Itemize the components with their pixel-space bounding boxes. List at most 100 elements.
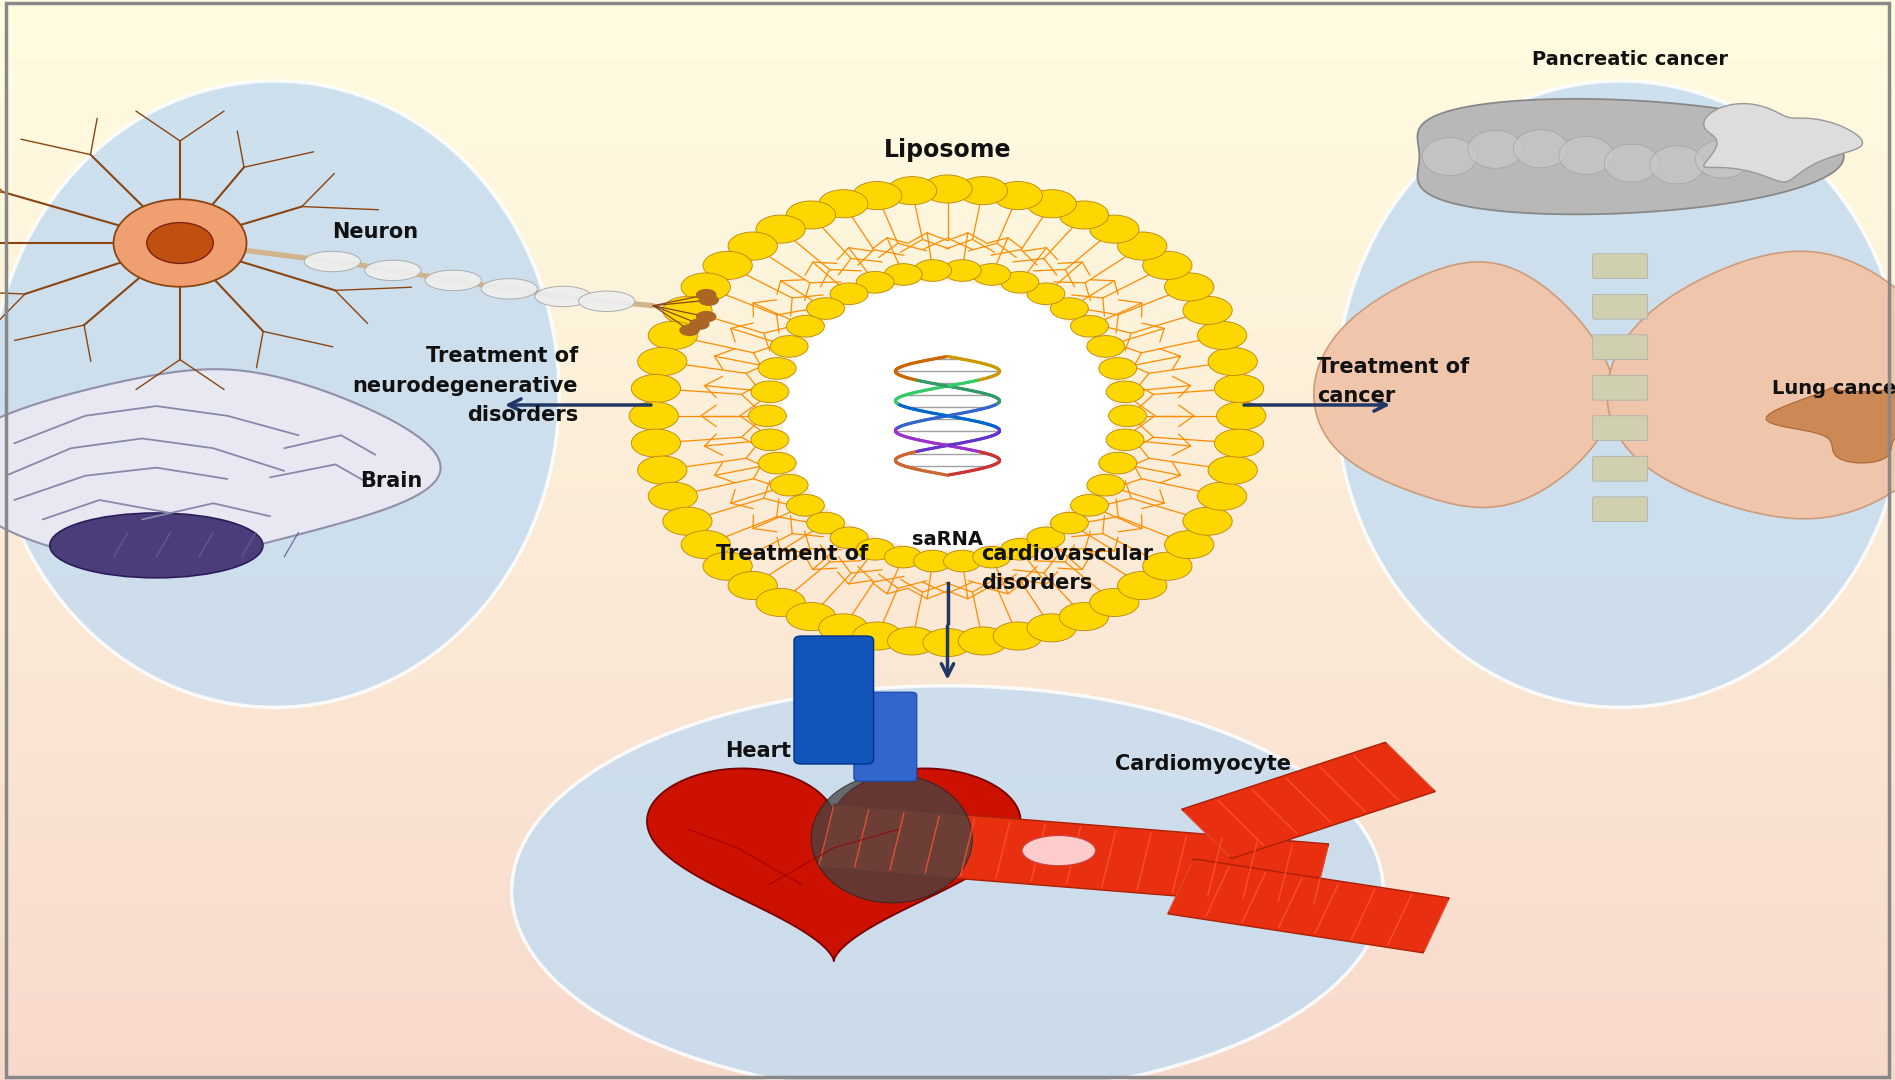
Bar (0, 386, 1895, 389)
Bar (0, 699, 1895, 702)
Bar (0, 338, 1895, 342)
Circle shape (923, 175, 972, 203)
Bar (0, 569, 1895, 572)
Circle shape (695, 288, 716, 300)
Bar (0, 1044, 1895, 1048)
Circle shape (680, 273, 730, 301)
Bar (0, 1062, 1895, 1066)
Bar (0, 497, 1895, 500)
Bar (0, 245, 1895, 248)
Bar (0, 54, 1895, 57)
Bar (0, 154, 1895, 159)
Text: Cardiomyocyte: Cardiomyocyte (1116, 754, 1290, 773)
Bar (0, 162, 1895, 165)
Polygon shape (1313, 261, 1615, 508)
Bar (0, 915, 1895, 918)
Text: cancer: cancer (1317, 387, 1395, 406)
Ellipse shape (1469, 131, 1522, 168)
Circle shape (1107, 429, 1145, 450)
Circle shape (959, 177, 1008, 205)
Bar (0, 856, 1895, 861)
Bar (0, 464, 1895, 468)
Circle shape (857, 271, 894, 293)
Bar (0, 198, 1895, 202)
Circle shape (750, 381, 788, 403)
Bar (0, 353, 1895, 356)
Bar (0, 486, 1895, 489)
Bar (0, 310, 1895, 313)
Circle shape (1027, 613, 1076, 642)
Bar (0, 205, 1895, 208)
Ellipse shape (114, 199, 246, 286)
Bar (0, 22, 1895, 25)
Bar (0, 767, 1895, 770)
Circle shape (1109, 405, 1146, 427)
Bar (0, 853, 1895, 856)
Bar (0, 882, 1895, 886)
Bar (0, 367, 1895, 370)
Circle shape (944, 551, 982, 572)
Bar (0, 148, 1895, 151)
Bar (0, 208, 1895, 213)
Bar (0, 65, 1895, 68)
Bar (0, 872, 1895, 875)
Bar (0, 76, 1895, 79)
Ellipse shape (481, 279, 538, 299)
Text: Brain: Brain (360, 471, 423, 490)
Bar (0, 796, 1895, 799)
Bar (0, 1066, 1895, 1069)
Circle shape (1118, 232, 1167, 260)
Bar (0, 446, 1895, 450)
Bar (0, 483, 1895, 486)
Bar (0, 1058, 1895, 1062)
Bar (0, 370, 1895, 375)
Bar (0, 900, 1895, 904)
Ellipse shape (1605, 144, 1658, 183)
Bar (0, 25, 1895, 29)
FancyBboxPatch shape (1592, 497, 1649, 522)
Bar (0, 753, 1895, 756)
Bar (0, 526, 1895, 529)
Circle shape (972, 264, 1010, 285)
Circle shape (756, 589, 805, 617)
Bar (0, 184, 1895, 187)
Bar (0, 990, 1895, 994)
Bar (0, 173, 1895, 176)
Bar (0, 32, 1895, 36)
Bar (0, 910, 1895, 915)
Bar (0, 659, 1895, 662)
Bar (0, 630, 1895, 634)
Bar (0, 591, 1895, 594)
Bar (0, 356, 1895, 360)
Ellipse shape (1514, 130, 1567, 167)
Bar (0, 421, 1895, 424)
Ellipse shape (1560, 136, 1613, 174)
Bar (0, 961, 1895, 964)
Bar (0, 176, 1895, 180)
Bar (0, 788, 1895, 792)
Bar (0, 278, 1895, 281)
Bar (0, 731, 1895, 734)
Circle shape (819, 613, 868, 642)
Circle shape (887, 177, 936, 205)
Circle shape (1027, 527, 1065, 549)
Bar (0, 828, 1895, 832)
Bar (0, 734, 1895, 738)
Bar (0, 608, 1895, 612)
Bar (0, 580, 1895, 583)
FancyBboxPatch shape (1592, 335, 1649, 360)
Bar (0, 457, 1895, 461)
Circle shape (703, 252, 752, 280)
Bar (0, 986, 1895, 990)
Bar (0, 262, 1895, 267)
Bar (0, 187, 1895, 191)
Bar (0, 122, 1895, 126)
Circle shape (758, 357, 796, 379)
Polygon shape (1704, 104, 1863, 181)
Circle shape (631, 429, 680, 457)
Circle shape (690, 319, 709, 329)
Bar (0, 980, 1895, 983)
Circle shape (885, 264, 923, 285)
FancyBboxPatch shape (1592, 376, 1649, 401)
Bar (0, 1008, 1895, 1012)
